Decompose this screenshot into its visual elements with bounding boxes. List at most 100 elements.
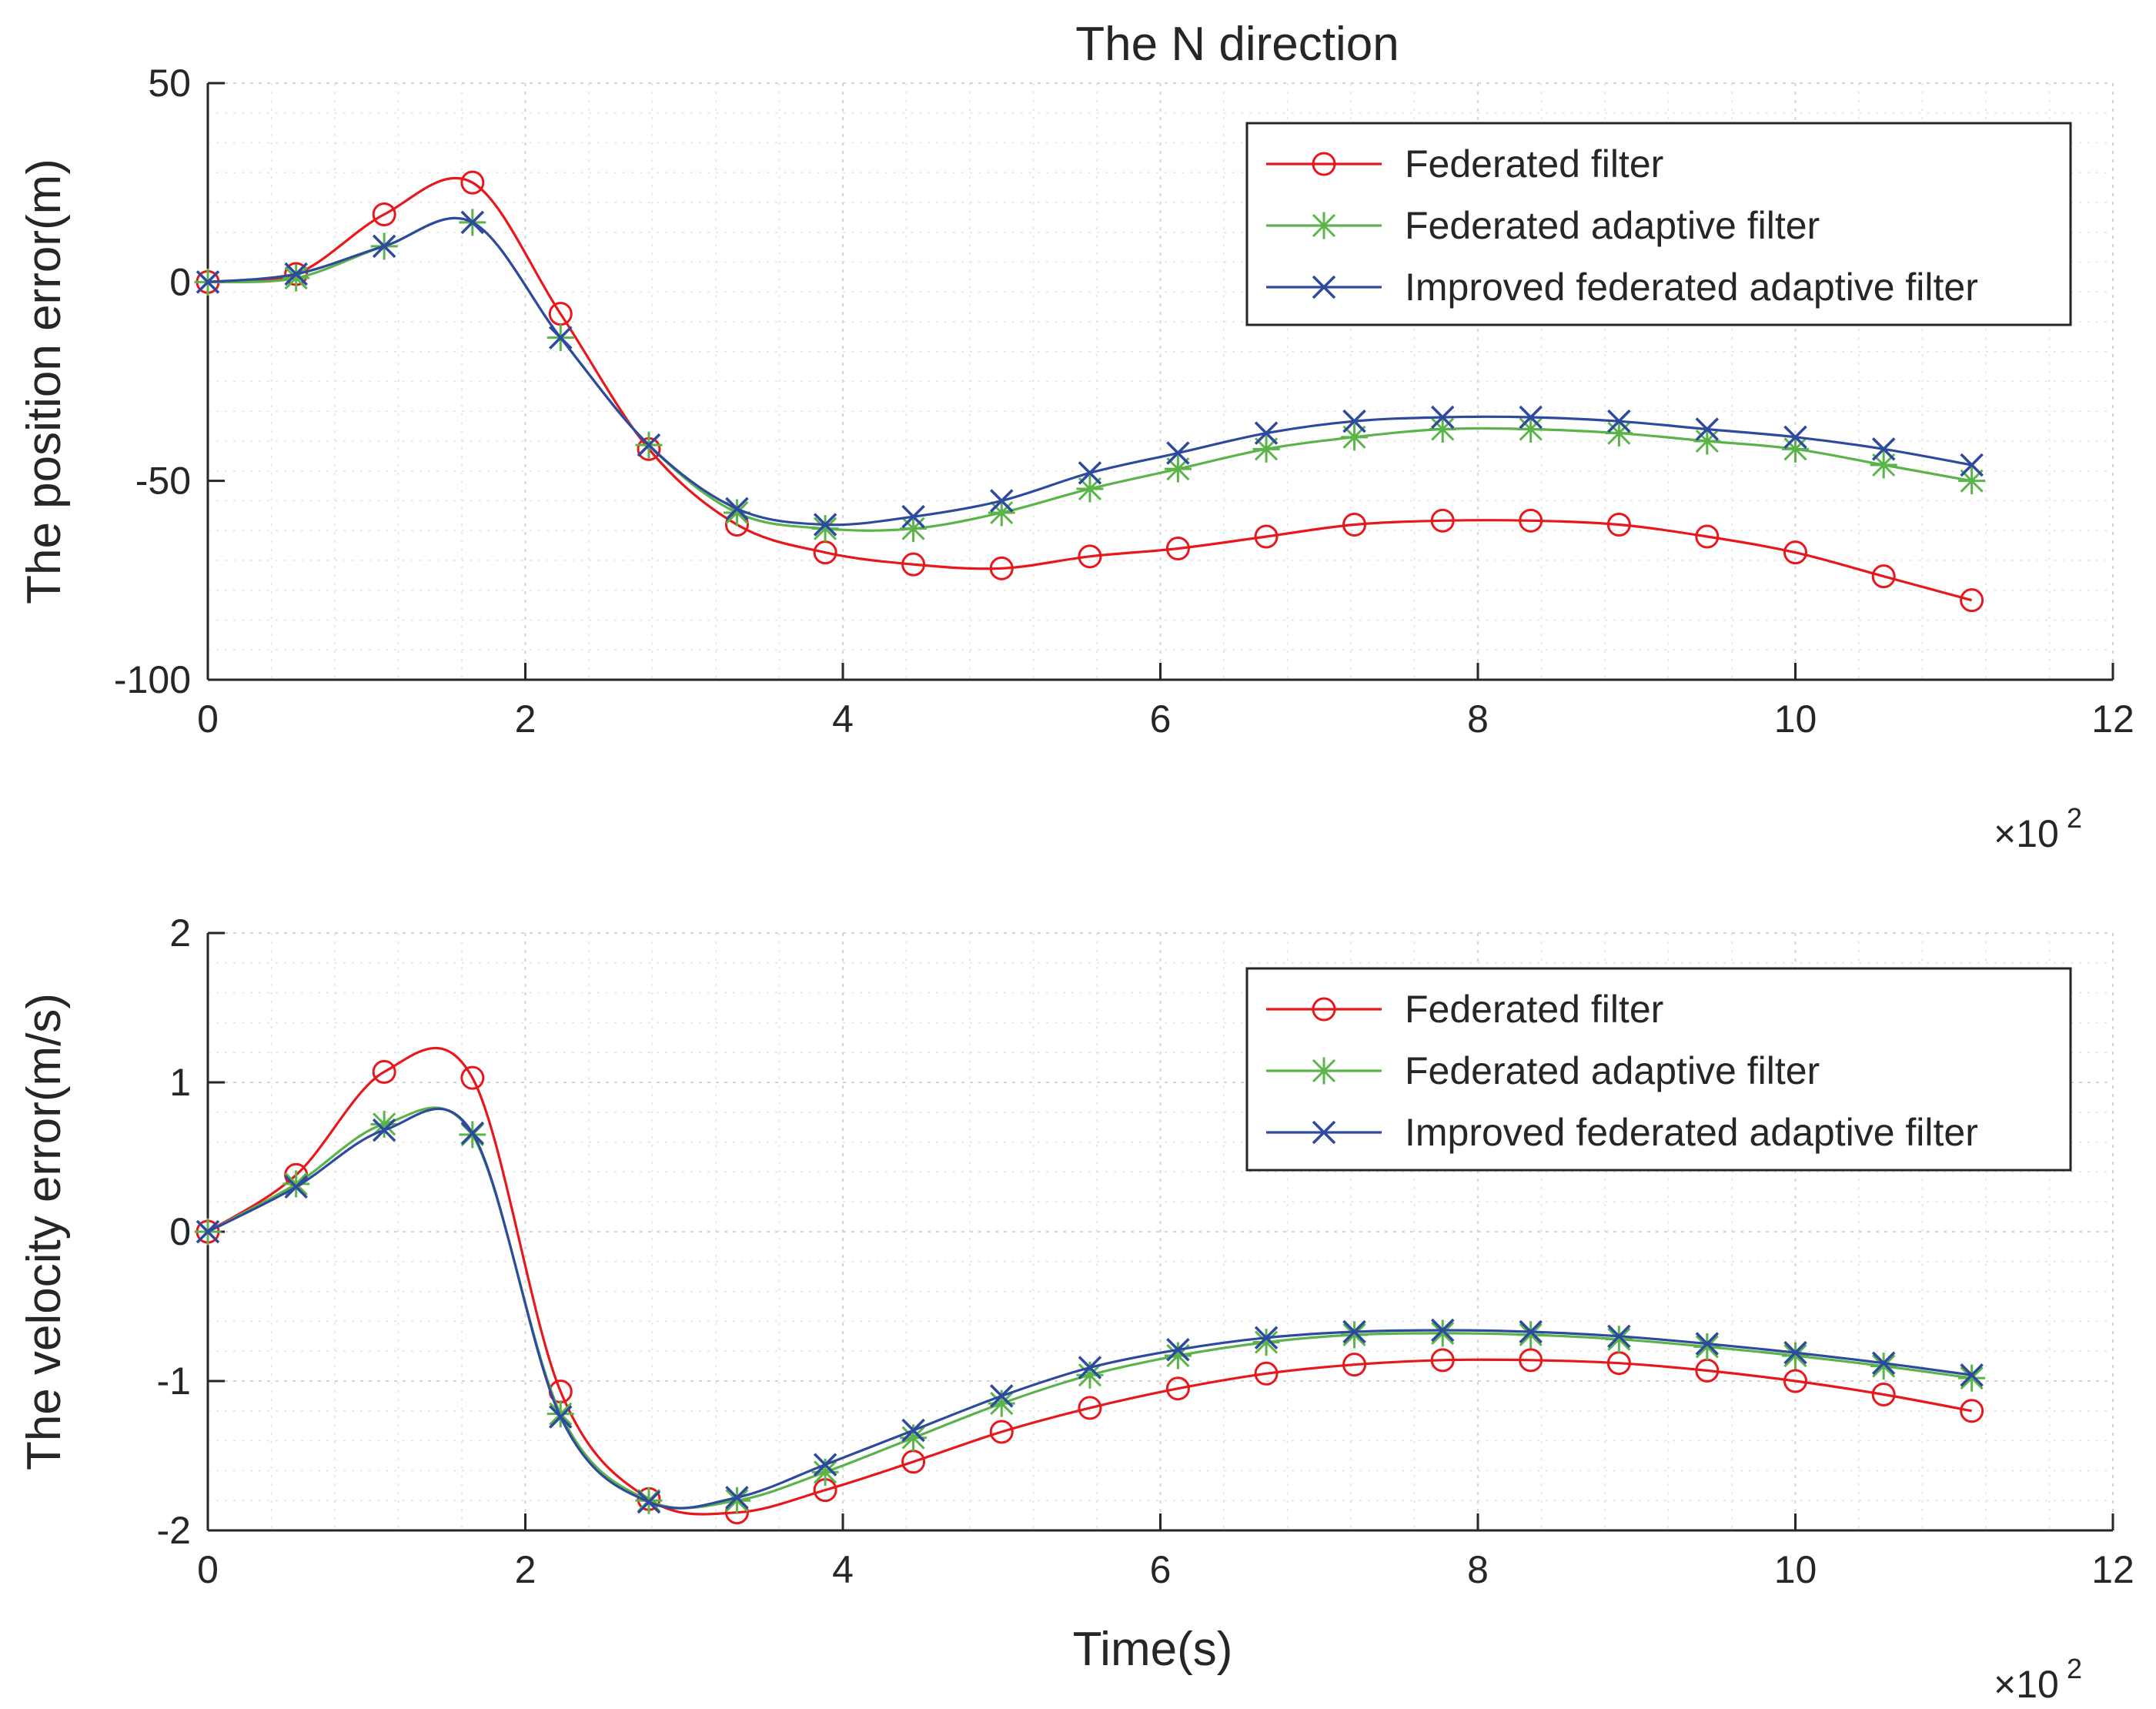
series-improved-federated-adaptive-filter [196, 210, 1984, 537]
data-point [637, 433, 661, 457]
x-exponent-power: 2 [2067, 802, 2082, 834]
data-point [1078, 1396, 1102, 1420]
data-point [900, 515, 928, 543]
y-tick-label: -100 [114, 658, 191, 701]
data-point [988, 1390, 1015, 1417]
legend-label: Federated adaptive filter [1405, 204, 1820, 247]
data-point [1607, 1324, 1631, 1349]
data-point [813, 513, 837, 537]
data-point [460, 210, 485, 235]
data-point [990, 489, 1014, 513]
data-point [1871, 1351, 1896, 1375]
legend-label: Federated filter [1405, 988, 1663, 1031]
data-point [1519, 1319, 1543, 1344]
data-point [1078, 544, 1102, 569]
data-point [901, 552, 926, 577]
y-axis-label: The position error(m) [18, 159, 71, 604]
x-tick-label: 2 [515, 697, 536, 741]
data-point [1165, 537, 1190, 560]
data-point [1254, 1326, 1279, 1349]
data-point [372, 202, 396, 226]
data-point [1166, 1338, 1190, 1362]
data-point [1252, 435, 1280, 463]
x-tick-label: 12 [2091, 1548, 2134, 1591]
data-point [372, 1118, 396, 1142]
y-tick-label: 0 [169, 260, 191, 303]
data-point [1429, 1319, 1456, 1347]
data-point [547, 1400, 574, 1428]
legend-item: Federated adaptive filter [1266, 1049, 1820, 1092]
data-point [813, 1453, 837, 1477]
x-exponent-label: ×10 [1994, 812, 2059, 855]
data-point [1430, 1348, 1455, 1373]
legend-label: Federated adaptive filter [1405, 1049, 1820, 1092]
data-point [1342, 513, 1367, 537]
data-point [1871, 1382, 1896, 1406]
legend-item: Federated adaptive filter [1266, 204, 1820, 247]
x-exponent-power: 2 [2067, 1653, 2082, 1684]
legend-label: Federated filter [1405, 142, 1663, 186]
x-tick-label: 0 [197, 1548, 219, 1591]
data-point [1958, 1364, 1986, 1392]
data-point [460, 1065, 485, 1090]
y-axis-label: The velocity error(m/s) [18, 993, 71, 1470]
series-line [207, 216, 1972, 527]
data-point [1164, 455, 1192, 483]
data-point [460, 170, 485, 195]
data-point [988, 499, 1015, 527]
legend-item: Federated filter [1266, 142, 1663, 186]
data-point [1958, 467, 1986, 495]
x-tick-label: 2 [515, 1548, 536, 1591]
x-tick-label: 12 [2091, 697, 2134, 741]
data-point [1960, 1399, 1984, 1423]
legend-box [1245, 967, 2072, 1172]
x-tick-label: 10 [1774, 697, 1817, 741]
data-point [1254, 524, 1279, 549]
data-point [1517, 1321, 1545, 1349]
data-point [1517, 416, 1545, 443]
data-point [1783, 1340, 1807, 1365]
legend-swatch-marker [1312, 1120, 1336, 1145]
data-point [1430, 1318, 1455, 1343]
data-point [1605, 420, 1633, 447]
data-point [725, 497, 749, 521]
data-point [1870, 451, 1897, 479]
data-point [196, 270, 220, 294]
legend-swatch-marker [1312, 997, 1336, 1022]
data-point [1607, 409, 1631, 433]
x-tick-label: 8 [1467, 1548, 1489, 1591]
data-point [1342, 409, 1366, 433]
y-tick-label: 1 [169, 1061, 191, 1104]
y-tick-label: 50 [148, 62, 191, 105]
data-point [370, 1110, 398, 1138]
data-point [1254, 1361, 1279, 1386]
grid [207, 932, 2114, 1531]
data-point [549, 1405, 573, 1429]
data-point [1782, 435, 1809, 463]
data-point [284, 262, 308, 286]
y-tick-label: 0 [169, 1210, 191, 1253]
data-point [284, 1175, 308, 1199]
data-point [1519, 405, 1543, 430]
y-tick-label: -50 [135, 460, 191, 503]
y-tick-label: -1 [157, 1360, 191, 1403]
data-point [1341, 423, 1369, 451]
y-tick-label: -2 [157, 1509, 191, 1552]
data-point [1341, 1321, 1369, 1349]
series-line [207, 176, 1973, 602]
legend-label: Improved federated adaptive filter [1405, 1111, 1978, 1154]
data-point [1605, 1326, 1633, 1353]
data-point [196, 1219, 220, 1244]
series-line [207, 1046, 1972, 1516]
data-point [1164, 1342, 1192, 1370]
data-point [723, 499, 750, 527]
data-point [1693, 427, 1721, 455]
data-point [282, 264, 310, 292]
series-improved-federated-adaptive-filter [196, 1107, 1984, 1514]
x-tick-label: 4 [832, 1548, 854, 1591]
data-point [282, 1170, 310, 1198]
x-tick-label: 4 [832, 697, 854, 741]
data-point [1252, 1329, 1280, 1356]
